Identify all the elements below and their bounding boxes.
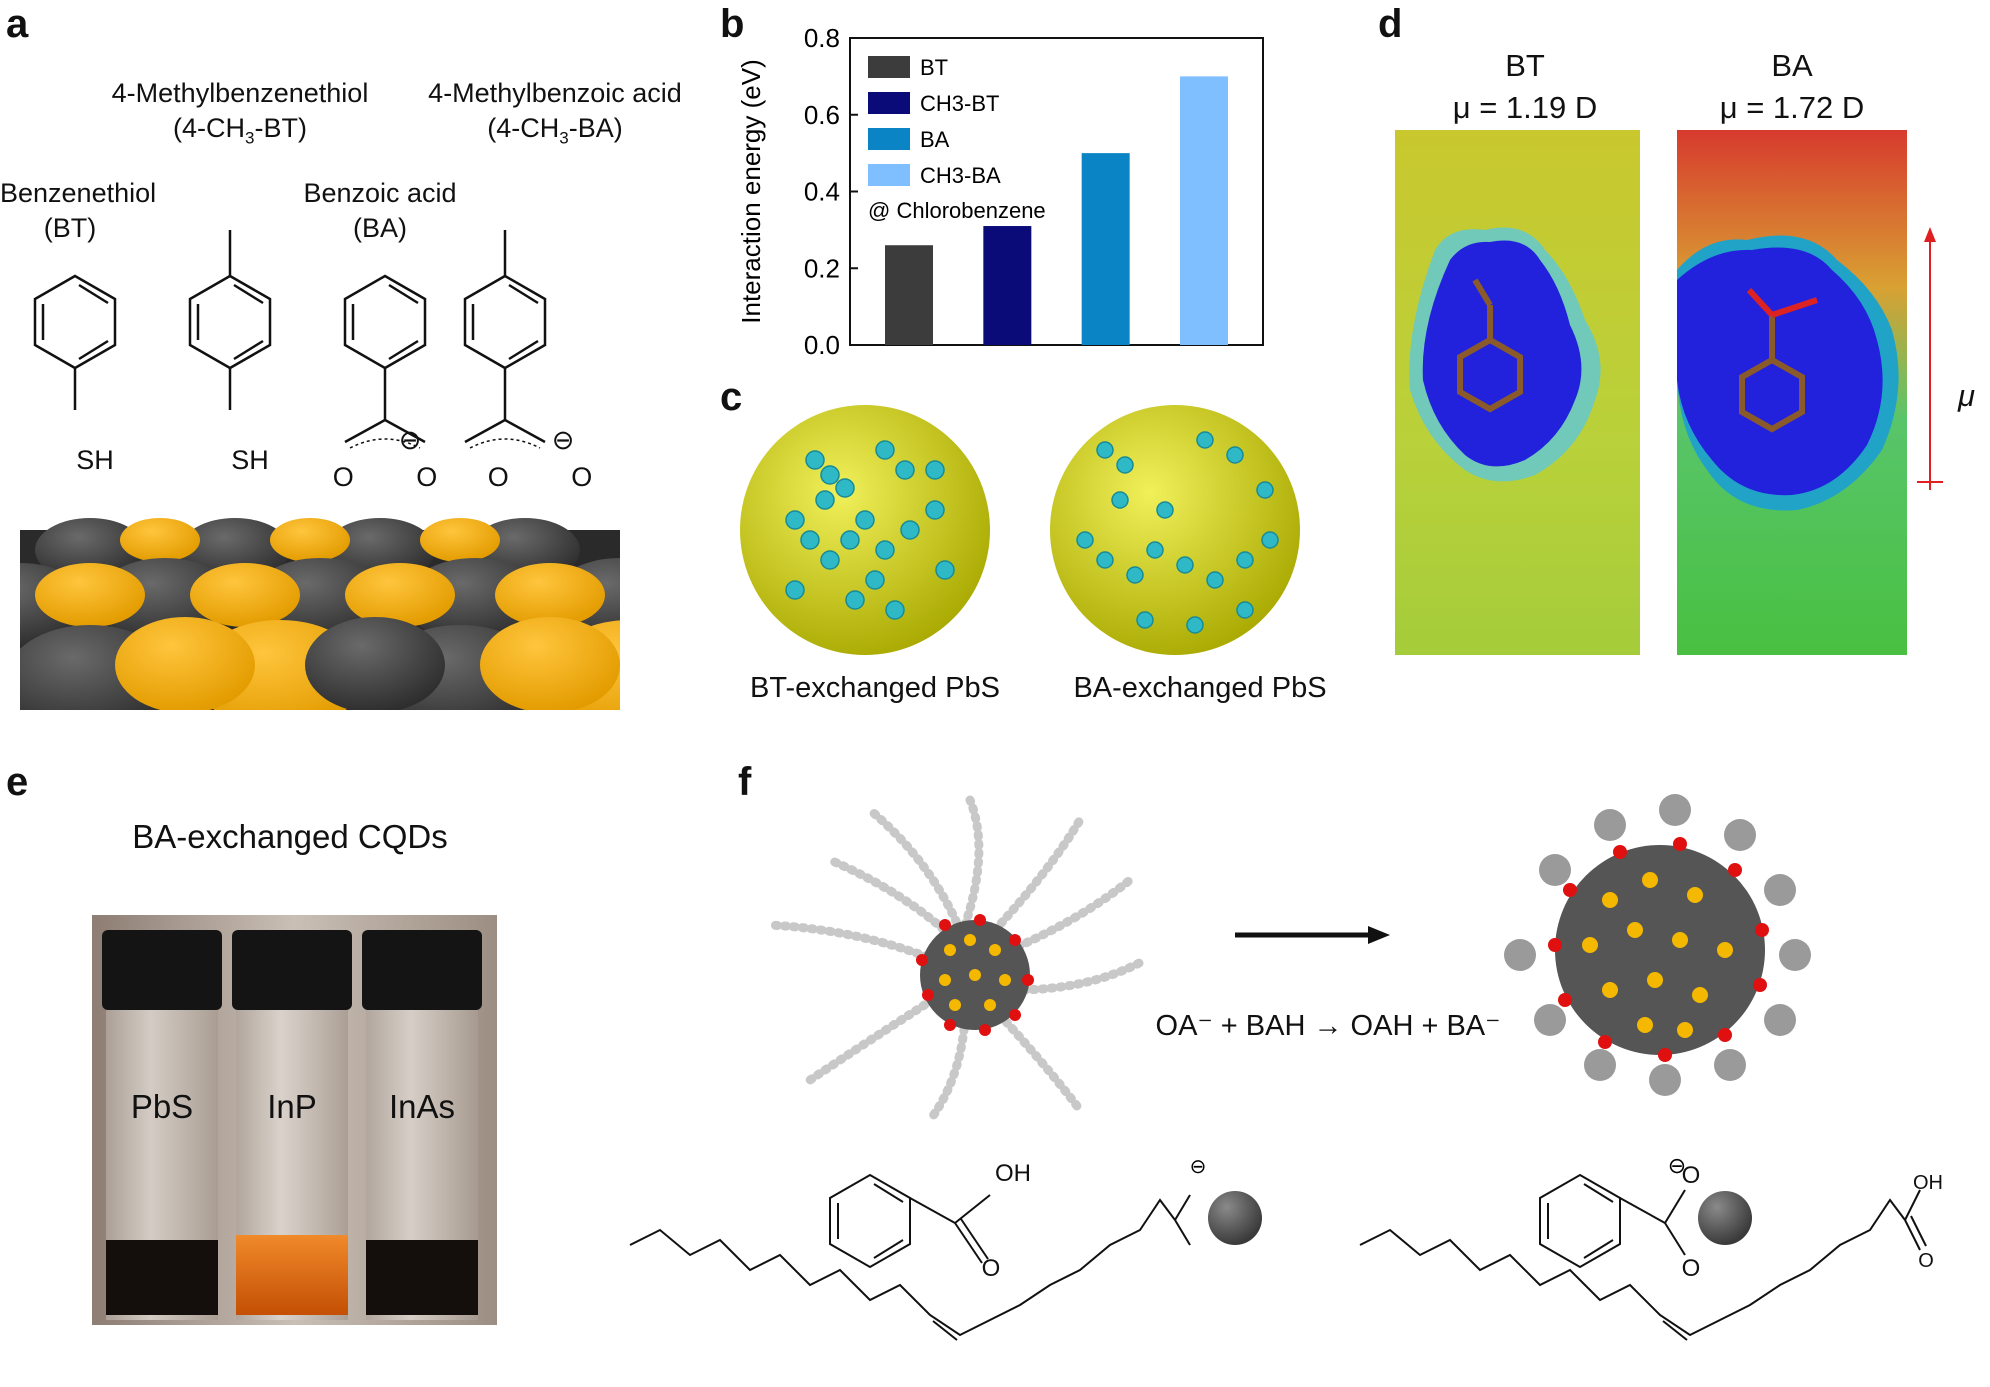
mol-2-abbr: (4-CH3-BT): [140, 113, 340, 148]
ba-map-title: BA: [1667, 48, 1917, 84]
pbs-surface: [20, 500, 640, 710]
qd-sphere-left: [1208, 1191, 1262, 1245]
ba-map-dipole: μ = 1.72 D: [1667, 90, 1917, 126]
y-tick-label: 0.6: [804, 100, 840, 130]
bah-oh-label: OH: [988, 1160, 1038, 1188]
legend-label: BA: [920, 127, 950, 152]
ba-pbs-caption: BA-exchanged PbS: [1040, 672, 1360, 705]
bt-pbs-cluster: [740, 405, 990, 655]
panel-a-label: a: [6, 2, 28, 47]
mol-1-name: Benzenethiol: [0, 178, 135, 209]
mol-4-group: O O: [475, 462, 605, 493]
bt-esp-map: [1395, 130, 1640, 655]
legend-swatch: [868, 164, 910, 186]
legend-swatch: [868, 56, 910, 78]
oah-oh-label: OH: [1908, 1172, 1948, 1195]
bah-ring: [830, 1175, 910, 1267]
bar-ba: [1082, 153, 1130, 345]
bar-bt: [885, 245, 933, 345]
bt-ring: [35, 276, 115, 368]
bah-o-label: O: [976, 1255, 1006, 1283]
oleate-capped-cqd: [770, 800, 1145, 1120]
legend-label: BT: [920, 55, 948, 80]
mol-3-charge: ⊖: [395, 425, 425, 456]
mol-4-name: 4-Methylbenzoic acid: [400, 78, 710, 109]
ba-o-bottom-label: O: [1676, 1255, 1706, 1283]
reaction-arrow: [1235, 926, 1390, 944]
bt-pbs-caption: BT-exchanged PbS: [715, 672, 1035, 705]
ch3-ba-ring: [465, 276, 545, 368]
esp-maps: [1395, 130, 1915, 660]
left-charge: ⊖: [1190, 1156, 1207, 1178]
y-axis-label: Interaction energy (eV): [736, 59, 766, 323]
chart-annotation: @ Chlorobenzene: [868, 198, 1046, 223]
legend-swatch: [868, 92, 910, 114]
mol-2-group: SH: [220, 445, 280, 476]
bt-map-dipole: μ = 1.19 D: [1400, 90, 1650, 126]
dipole-symbol: μ: [1958, 378, 1975, 414]
interaction-energy-chart: 0.0 0.2 0.4 0.6 0.8 Interaction energy (eV) BT…: [715, 0, 1275, 370]
bar-ch3-bt: [983, 226, 1031, 345]
mol-4-abbr: (4-CH3-BA): [455, 113, 655, 148]
ba-capped-cqd: [1504, 794, 1811, 1096]
ba-ring: [345, 276, 425, 368]
ba-esp-map: [1677, 130, 1907, 655]
mol-3-group: O O: [320, 462, 450, 493]
y-tick-label: 0.4: [804, 177, 840, 207]
ba-minus-ring: [1540, 1175, 1620, 1267]
panel-e-label: e: [6, 760, 28, 805]
pbs-isosurfaces: [735, 390, 1315, 670]
vial-inas-label: InAs: [372, 1088, 472, 1126]
y-tick-label: 0.0: [804, 330, 840, 360]
ligand-exchange-schematic: [750, 780, 1990, 1110]
vial-pbs-label: PbS: [112, 1088, 212, 1126]
legend-swatch: [868, 128, 910, 150]
mol-3-name: Benzoic acid: [290, 178, 470, 209]
mol-1-group: SH: [65, 445, 125, 476]
y-tick-label: 0.2: [804, 253, 840, 283]
qd-sphere-right: [1698, 1191, 1752, 1245]
ligand-structures: ⊖ ⊖: [630, 1145, 1990, 1385]
panel-d-label: d: [1378, 2, 1402, 47]
bar-ch3-ba: [1180, 76, 1228, 345]
panel-a-molecules: [0, 210, 560, 460]
ba-pbs-cluster: [1050, 405, 1300, 655]
mol-4-charge: ⊖: [548, 425, 578, 456]
vial-inp-label: InP: [242, 1088, 342, 1126]
ch3-bt-ring: [190, 276, 270, 368]
oah-o-label: O: [1916, 1250, 1936, 1273]
legend-label: CH3-BA: [920, 163, 1001, 188]
cqd-title: BA-exchanged CQDs: [90, 818, 490, 856]
legend-label: CH3-BT: [920, 91, 999, 116]
ba-o-top-label: O: [1676, 1162, 1706, 1190]
mol-2-name: 4-Methylbenzenethiol: [90, 78, 390, 109]
dipole-arrow: [1917, 227, 1943, 490]
reaction-equation: OA⁻ + BAH → OAH + BA⁻: [1118, 1008, 1538, 1043]
bt-map-title: BT: [1400, 48, 1650, 84]
y-tick-label: 0.8: [804, 23, 840, 53]
